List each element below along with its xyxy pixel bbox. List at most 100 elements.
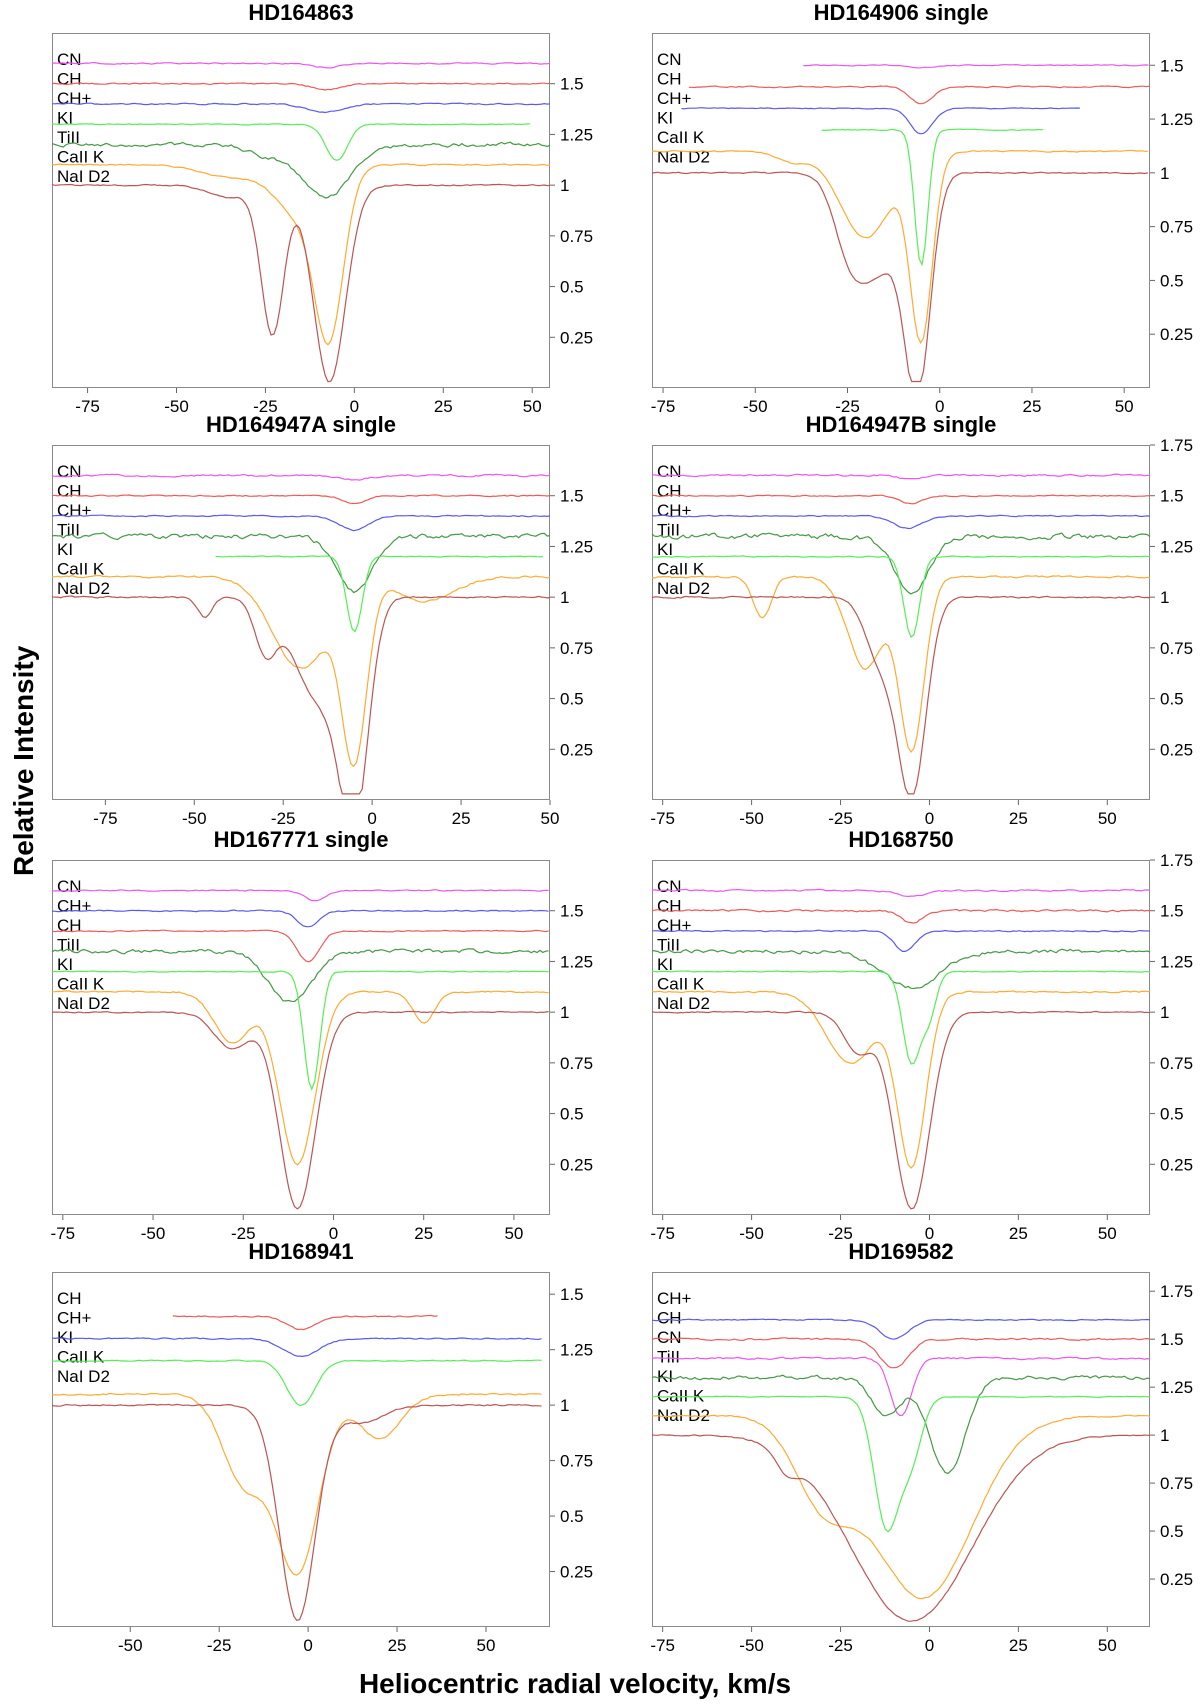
series-line-ki — [52, 1359, 542, 1407]
legend-label-cn: CN — [657, 462, 682, 481]
y-tick-label: 0.25 — [1160, 1570, 1193, 1589]
x-tick-label: 50 — [523, 397, 542, 416]
legend-label-caii-k: CaII K — [657, 1387, 705, 1406]
y-tick-label: 1.5 — [1160, 487, 1184, 506]
y-tick-label: 0.75 — [560, 639, 593, 658]
y-tick-label: 1.25 — [560, 1341, 593, 1360]
x-tick-label: 0 — [329, 1224, 338, 1243]
series-line-cn — [51, 61, 551, 69]
series-line-caii-k — [651, 1414, 1151, 1600]
x-tick-label: -50 — [739, 1224, 764, 1243]
legend-label-caii-k: CaII K — [657, 975, 705, 994]
x-tick-label: -50 — [118, 1636, 143, 1655]
y-tick-label: 0.75 — [560, 1452, 593, 1471]
series-line-ch — [51, 494, 551, 505]
legend-label-nai-d2: NaI D2 — [57, 167, 110, 186]
x-tick-label: -25 — [828, 1224, 853, 1243]
legend-label-nai-d2: NaI D2 — [57, 579, 110, 598]
series-line-nai-d2 — [51, 183, 551, 383]
y-tick-label: 0.75 — [560, 1054, 593, 1073]
legend-label-ki: KI — [57, 955, 73, 974]
y-tick-label: 0.5 — [560, 1105, 584, 1124]
y-tick-label: 1.5 — [1160, 1330, 1184, 1349]
legend-label-ki: KI — [657, 109, 673, 128]
legend-label-ch: CH+ — [657, 916, 692, 935]
x-tick-label: 0 — [925, 1636, 934, 1655]
y-tick-label: 1 — [560, 1396, 569, 1415]
y-tick-label: 0.5 — [560, 278, 584, 297]
plot-area-hd164947a-single — [52, 445, 550, 800]
legend-label-ch: CH+ — [657, 89, 692, 108]
series-line-ch — [681, 107, 1080, 135]
legend-label-ch: CH — [57, 70, 82, 89]
plot-area-hd164863 — [52, 33, 550, 388]
legend-label-ch: CH — [57, 1289, 82, 1308]
x-tick-label: -25 — [253, 397, 278, 416]
y-tick-label: 1 — [1160, 1003, 1169, 1022]
chart-svg-hd168750: -75 -50 -25 0 25 500.250.50.7511.251.51.75CNC… — [650, 851, 1193, 1243]
series-line-ch — [51, 929, 549, 963]
x-tick-label: 25 — [414, 1224, 433, 1243]
y-tick-label: 1.25 — [560, 952, 593, 971]
series-line-caii-k — [51, 163, 551, 346]
legend-label-ch: CH+ — [57, 1309, 92, 1328]
legend-label-ki: KI — [57, 540, 73, 559]
series-line-ch — [172, 1314, 438, 1331]
y-tick-label: 0.25 — [560, 1155, 593, 1174]
series-line-tiii — [51, 141, 551, 199]
x-tick-label: 25 — [1009, 1636, 1028, 1655]
series-line-ki — [651, 970, 1151, 1065]
y-tick-label: 1 — [560, 588, 569, 607]
y-tick-label: 0.5 — [1160, 271, 1184, 290]
y-tick-label: 0.5 — [560, 690, 584, 709]
series-line-ch — [651, 514, 1151, 530]
series-line-caii-k — [51, 574, 551, 768]
x-tick-label: -25 — [828, 809, 853, 828]
legend-label-ch: CH+ — [657, 1289, 692, 1308]
legend-label-ch: CH — [57, 916, 82, 935]
series-line-cn — [51, 473, 551, 481]
legend-label-caii-k: CaII K — [57, 1348, 105, 1367]
chart-svg-hd164947b-single: -75 -50 -25 0 25 500.250.50.7511.251.51.75CNC… — [650, 436, 1193, 828]
x-tick-label: -50 — [743, 397, 768, 416]
chart-svg-hd164863: -75 -50 -25 0 25 50 0.25 0.5 0.75 1 1.25 1.5 CNCHCH+… — [51, 50, 593, 416]
legend-label-ch: CH — [657, 897, 682, 916]
legend-label-cn: CN — [57, 462, 82, 481]
y-tick-label: 1.5 — [560, 75, 584, 94]
legend-label-cn: CN — [657, 1328, 682, 1347]
x-tick-label: -75 — [650, 809, 675, 828]
legend-label-caii-k: CaII K — [57, 148, 105, 167]
x-tick-label: 25 — [1009, 809, 1028, 828]
series-line-nai-d2 — [651, 595, 1151, 795]
legend-label-nai-d2: NaI D2 — [657, 148, 710, 167]
series-line-cn — [51, 889, 549, 902]
y-tick-label: 0.25 — [560, 1563, 593, 1582]
legend-label-tiii: TiII — [657, 936, 680, 955]
y-tick-label: 1.75 — [1160, 851, 1193, 870]
y-tick-label: 0.25 — [1160, 1155, 1193, 1174]
x-tick-label: 0 — [925, 1224, 934, 1243]
y-tick-label: 0.5 — [560, 1507, 584, 1526]
legend-label-caii-k: CaII K — [57, 560, 105, 579]
series-line-caii-k — [651, 575, 1151, 754]
x-tick-label: 25 — [388, 1636, 407, 1655]
y-tick-label: 0.75 — [1160, 639, 1193, 658]
y-tick-label: 1 — [560, 1003, 569, 1022]
x-tick-label: -75 — [650, 1636, 675, 1655]
series-line-tiii — [51, 948, 549, 1003]
x-axis-label: Heliocentric radial velocity, km/s — [358, 1668, 792, 1699]
legend-label-cn: CN — [657, 877, 682, 896]
legend-label-nai-d2: NaI D2 — [657, 579, 710, 598]
y-tick-label: 1.25 — [1160, 952, 1193, 971]
x-tick-label: 0 — [925, 809, 934, 828]
series-line-caii-k — [651, 149, 1148, 345]
y-tick-label: 1.25 — [1160, 1378, 1193, 1397]
series-line-cn — [803, 63, 1149, 69]
x-tick-label: 25 — [1022, 397, 1041, 416]
series-line-ch — [651, 908, 1151, 924]
series-line-nai-d2 — [51, 1010, 549, 1210]
y-tick-label: 0.25 — [1160, 325, 1193, 344]
series-line-ch — [51, 514, 551, 532]
y-tick-label: 0.5 — [1160, 1105, 1184, 1124]
x-tick-label: -25 — [231, 1224, 256, 1243]
